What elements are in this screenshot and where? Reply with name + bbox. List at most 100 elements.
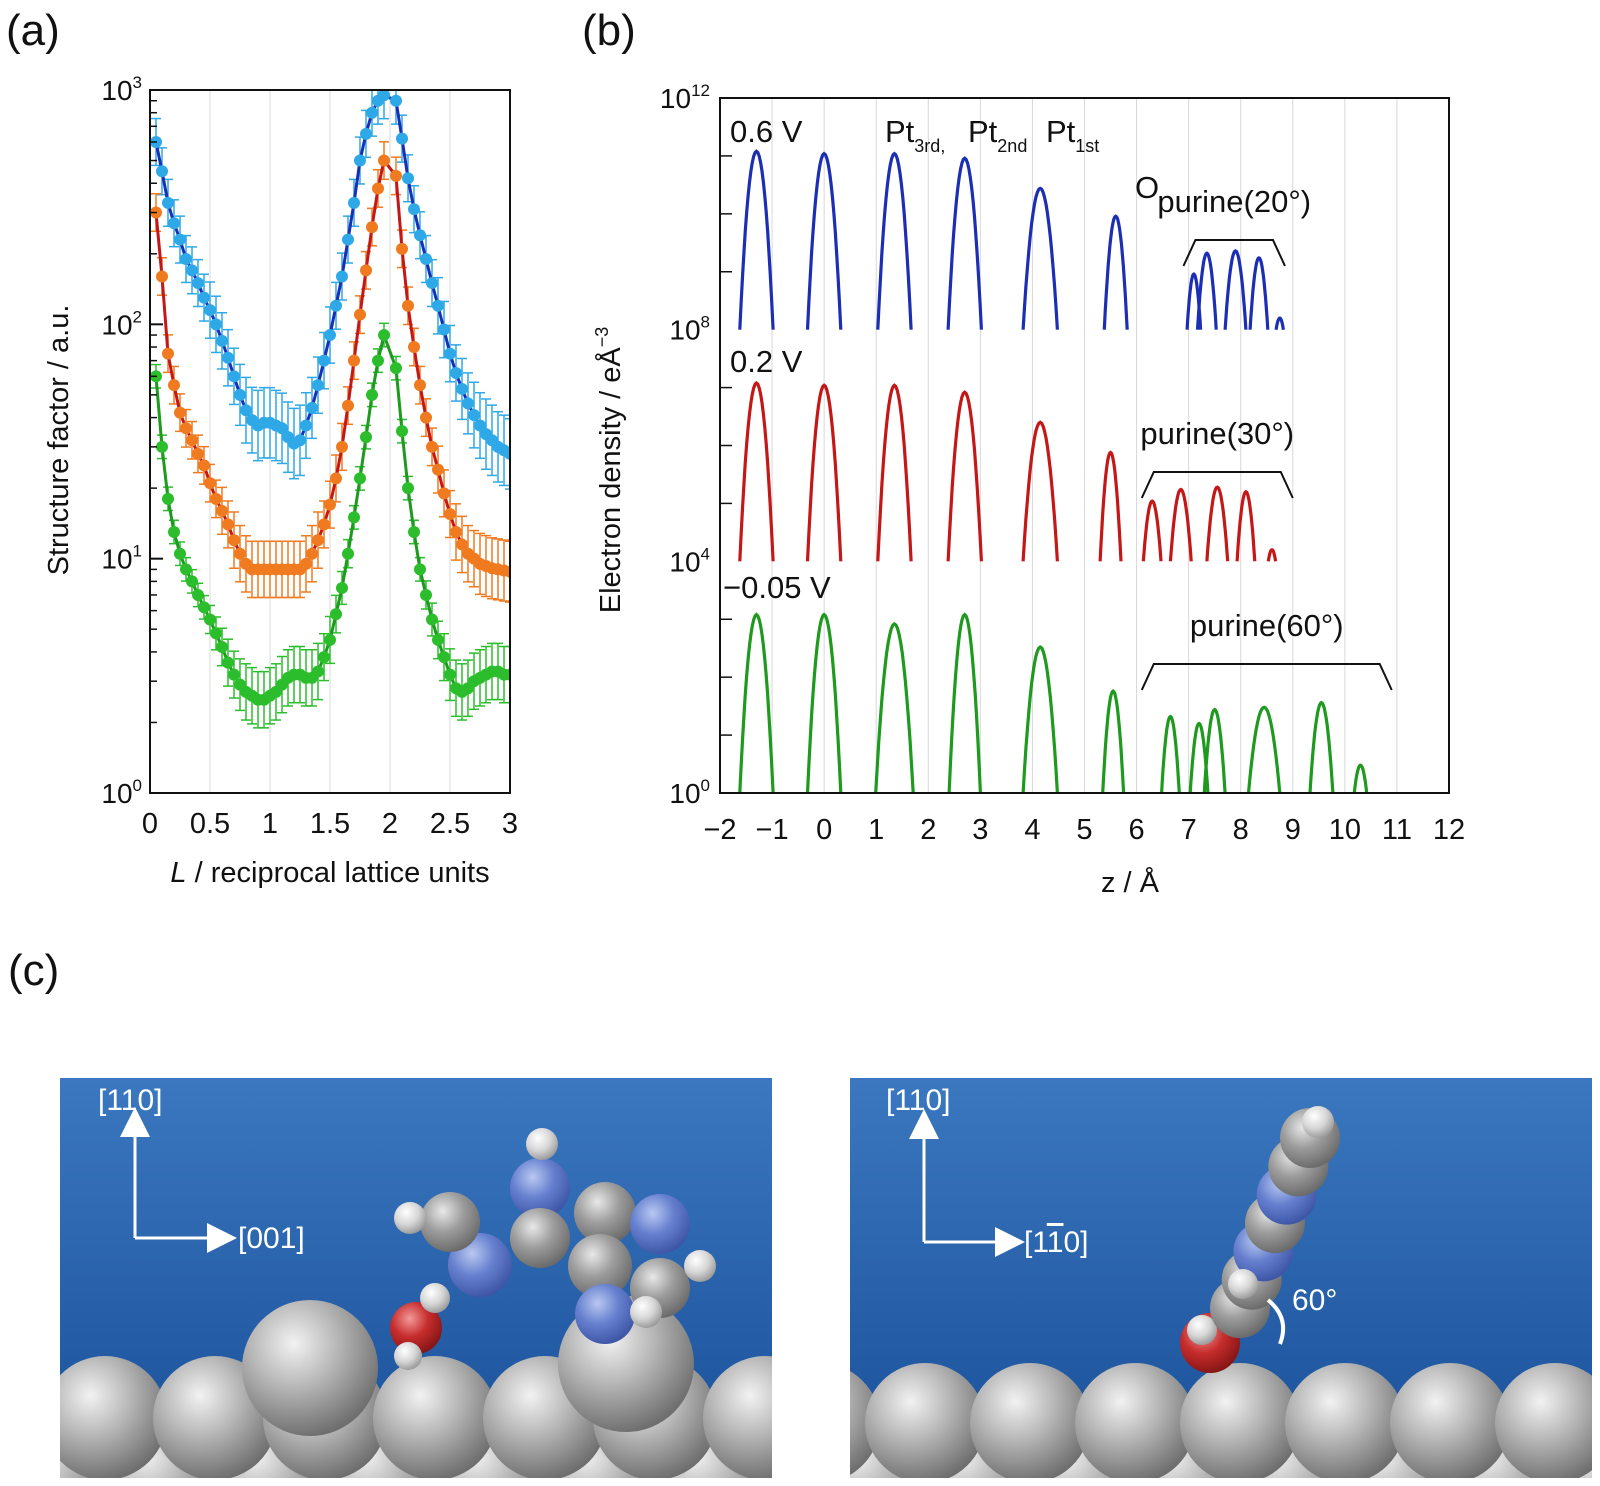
chart-a-data-point xyxy=(276,422,288,435)
chart-a-data-point xyxy=(360,431,372,444)
chart-a-data-point xyxy=(162,196,174,209)
scene-right-purine-60deg: [110] [110] 60° xyxy=(850,1078,1592,1478)
chart-b-x-tick-label: 8 xyxy=(1233,814,1249,846)
chart-a-x-tick-label: 2 xyxy=(382,808,398,840)
chart-b-peak xyxy=(1274,316,1285,330)
chart-a-data-point xyxy=(354,308,366,321)
chart-b-peak xyxy=(1205,485,1230,562)
label-pt-1st: Pt1st xyxy=(1046,114,1099,156)
chart-a-data-point xyxy=(216,640,228,653)
chart-a-ticks: 0 0.5 1 1.5 2 2.5 3 100 101 102 103 xyxy=(101,73,518,840)
pt-atom xyxy=(1495,1363,1592,1478)
chart-a-x-tick-label: 3 xyxy=(502,808,518,840)
chart-a-data-point xyxy=(390,362,402,375)
chart-a-data-point xyxy=(216,504,228,517)
chart-a-data-point xyxy=(174,233,186,246)
chart-a-data-point xyxy=(336,581,348,594)
pt-atom xyxy=(1180,1363,1300,1478)
chart-b-peak xyxy=(876,151,913,330)
chart-a-data-point xyxy=(312,379,324,392)
chart-a-data-point xyxy=(348,511,360,524)
panel-a-label: (a) xyxy=(6,6,60,55)
chart-b-purine-bracket xyxy=(1140,663,1393,691)
chart-b-peak xyxy=(1266,548,1278,562)
chart-a-data-point xyxy=(324,329,336,342)
scene-right-axes: [110] [110] 60° xyxy=(886,1084,1337,1345)
hydrogen-atom xyxy=(394,1202,426,1234)
label-pt-3rd: Pt3rd, xyxy=(885,114,945,156)
chart-a-data-point xyxy=(156,440,168,453)
chart-a-data-point xyxy=(426,277,438,290)
chart-b-peak xyxy=(1168,487,1193,562)
chart-a-series xyxy=(150,90,510,729)
chart-b-peak xyxy=(1202,707,1227,794)
chart-b-x-tick-label: 2 xyxy=(920,814,936,846)
chart-a-data-point xyxy=(444,508,456,521)
chart-b-profile-2 xyxy=(738,612,1369,794)
chart-a-data-point xyxy=(378,90,390,102)
chart-a-data-point xyxy=(198,459,210,472)
chart-a-data-point xyxy=(438,487,450,500)
chart-a-data-point xyxy=(408,203,420,216)
chart-a-data-point xyxy=(186,434,198,447)
chart-b-peak xyxy=(1101,689,1126,794)
chart-a-data-point xyxy=(378,154,390,167)
hydrogen-atom xyxy=(1187,1315,1217,1345)
scene-left-axes: [110] [001] xyxy=(98,1084,305,1255)
chart-b-peak xyxy=(874,621,915,794)
hydrogen-atom xyxy=(526,1128,558,1160)
chart-b-peak xyxy=(1102,214,1129,330)
scene-left-axis-up-label: [110] xyxy=(98,1084,163,1117)
label-pt-2nd: Pt2nd xyxy=(968,114,1027,156)
chart-b-peak xyxy=(738,149,775,330)
chart-a-data-point xyxy=(318,354,330,367)
chart-a-data-point xyxy=(324,498,336,511)
chart-a-data-point xyxy=(180,563,192,576)
chart-a-data-point xyxy=(390,94,402,107)
chart-a-data-point xyxy=(468,409,480,422)
chart-a-data-point xyxy=(414,379,426,392)
chart-b-purine-bracket xyxy=(1182,239,1286,267)
chart-a-data-point xyxy=(294,434,306,447)
chart-a-data-point xyxy=(306,401,318,414)
chart-a-fit-line xyxy=(154,93,510,456)
chart-a-data-point xyxy=(366,106,378,119)
chart-a-data-point xyxy=(396,132,408,145)
chart-a-data-point xyxy=(318,651,330,664)
chart-a-data-point xyxy=(198,291,210,304)
chart-b-peak xyxy=(1021,186,1059,330)
chart-a-data-point xyxy=(234,547,246,560)
chart-b-peak xyxy=(1098,450,1123,562)
chart-a-data-point xyxy=(504,447,510,460)
chart-a-data-point xyxy=(318,518,330,531)
chart-a-y-tick-label: 102 xyxy=(101,307,142,340)
chart-a-data-point xyxy=(240,404,252,417)
chart-a-data-point xyxy=(462,397,474,410)
hydrogen-atom xyxy=(1302,1106,1334,1138)
chart-b-peak xyxy=(1021,644,1059,794)
chart-b-peak xyxy=(1160,714,1181,794)
chart-b-x-axis-label: z / Å xyxy=(1101,866,1160,899)
chart-a-data-point xyxy=(354,472,366,485)
chart-a-data-point xyxy=(372,182,384,195)
oxygen-atom xyxy=(390,1302,442,1354)
label-oxygen: O xyxy=(1135,170,1159,205)
chart-a-data-point xyxy=(504,565,510,578)
chart-a-data-point xyxy=(186,264,198,277)
chart-b-y-tick-label: 104 xyxy=(669,544,710,577)
chart-a-data-point xyxy=(180,253,192,266)
pt-atom xyxy=(1285,1363,1405,1478)
scene-right-axis-up-label: [110] xyxy=(886,1084,951,1117)
chart-a-y-tick-label: 101 xyxy=(101,542,142,575)
chart-b-profiles: 0.6 V purine(20°) 0.2 V purine(30°) −0.05 V p… xyxy=(723,114,1393,794)
chart-a-data-point xyxy=(426,613,438,626)
chart-b-peak xyxy=(1188,721,1210,794)
nitrogen-atom xyxy=(575,1284,635,1344)
chart-b-peak xyxy=(947,612,982,794)
chart-a-data-point xyxy=(354,154,366,167)
pt-atom xyxy=(703,1356,772,1478)
pt-atom xyxy=(1075,1363,1195,1478)
chart-a-data-point xyxy=(372,354,384,367)
chart-b-potential-label: 0.6 V xyxy=(730,114,803,149)
chart-a-data-point xyxy=(342,233,354,246)
